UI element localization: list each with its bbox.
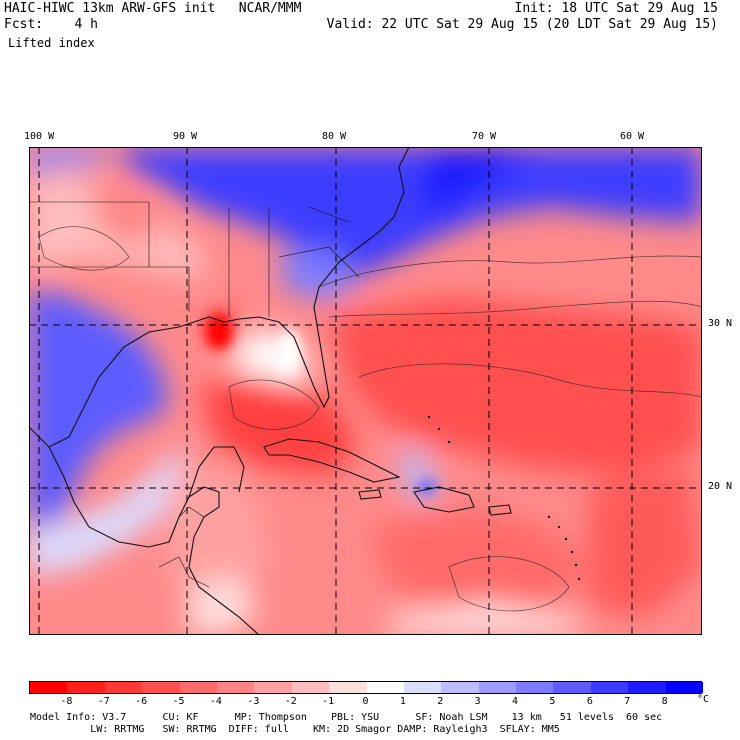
- colorbar-cell: [628, 682, 667, 693]
- forecast-hour: Fcst: 4 h: [4, 17, 98, 32]
- colorbar-tick-label: -1: [322, 696, 335, 707]
- colorbar-cell: [366, 682, 405, 693]
- colorbar-cell: [67, 682, 106, 693]
- lon-label-60w: 60 W: [620, 131, 645, 142]
- colorbar-tick-label: 2: [437, 696, 444, 707]
- colorbar-tick-label: -5: [172, 696, 185, 707]
- lon-label-70w: 70 W: [472, 131, 497, 142]
- colorbar-tick-label: -3: [247, 696, 260, 707]
- colorbar-cell: [441, 682, 480, 693]
- init-time: Init: 18 UTC Sat 29 Aug 15: [514, 1, 719, 16]
- model-info-line2: LW: RRTMG SW: RRTMG DIFF: full KM: 2D Sm…: [30, 724, 560, 735]
- lon-label-90w: 90 W: [173, 131, 198, 142]
- colorbar-cell: [104, 682, 143, 693]
- colorbar-tick-label: 6: [586, 696, 593, 707]
- lifted-index-map: [29, 147, 702, 635]
- colorbar-cell: [516, 682, 554, 693]
- colorbar-cell: [478, 682, 517, 693]
- lon-label-100w: 100 W: [24, 131, 55, 142]
- colorbar-tick-label: 3: [474, 696, 481, 707]
- lat-label-20n: 20 N: [708, 481, 733, 492]
- colorbar-cell: [179, 682, 218, 693]
- field-name: Lifted index: [8, 36, 95, 50]
- colorbar-tick-label: 5: [549, 696, 556, 707]
- colorbar-cell: [665, 682, 704, 693]
- colorbar-cell: [403, 682, 442, 693]
- colorbar-tick-label: -6: [135, 696, 148, 707]
- lon-label-80w: 80 W: [322, 131, 347, 142]
- colorbar-tick-label: 0: [362, 696, 369, 707]
- colorbar-cell: [291, 682, 330, 693]
- colorbar-cell: [30, 682, 68, 693]
- colorbar-tick-label: -4: [209, 696, 222, 707]
- colorbar-tick-label: 8: [661, 696, 668, 707]
- colorbar-cell: [216, 682, 255, 693]
- colorbar-cell: [590, 682, 629, 693]
- colorbar-cell: [553, 682, 592, 693]
- model-title: HAIC-HIWC 13km ARW-GFS init NCAR/MMM: [4, 1, 302, 16]
- map-frame: [29, 147, 702, 635]
- model-info-line1: Model Info: V3.7 CU: KF MP: Thompson PBL…: [30, 712, 663, 723]
- colorbar-cell: [142, 682, 181, 693]
- valid-time: Valid: 22 UTC Sat 29 Aug 15 (20 LDT Sat …: [326, 17, 718, 32]
- colorbar-tick-label: 4: [512, 696, 519, 707]
- colorbar-tick-label: 1: [399, 696, 406, 707]
- colorbar-cell: [254, 682, 293, 693]
- colorbar: [29, 681, 704, 694]
- colorbar-unit: °C: [697, 694, 710, 705]
- lat-label-30n: 30 N: [708, 318, 733, 329]
- lat-lon-grid: [29, 147, 702, 635]
- colorbar-tick-label: 7: [624, 696, 631, 707]
- coastlines: [29, 147, 512, 635]
- colorbar-tick-label: -2: [284, 696, 297, 707]
- island-marks: [427, 415, 581, 581]
- colorbar-cell: [329, 682, 367, 693]
- colorbar-tick-label: -8: [60, 696, 73, 707]
- contours: [38, 226, 702, 612]
- colorbar-tick-label: -7: [97, 696, 110, 707]
